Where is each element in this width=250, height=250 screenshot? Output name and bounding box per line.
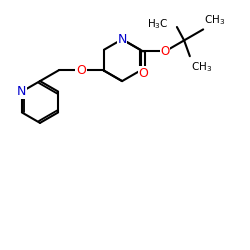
Text: O: O [76,64,86,76]
Text: CH$_3$: CH$_3$ [191,60,212,74]
Text: N: N [118,33,127,46]
Text: O: O [138,67,148,80]
Text: N: N [17,85,26,98]
Text: CH$_3$: CH$_3$ [204,14,226,28]
Text: H$_3$C: H$_3$C [147,17,169,31]
Text: O: O [160,45,170,58]
